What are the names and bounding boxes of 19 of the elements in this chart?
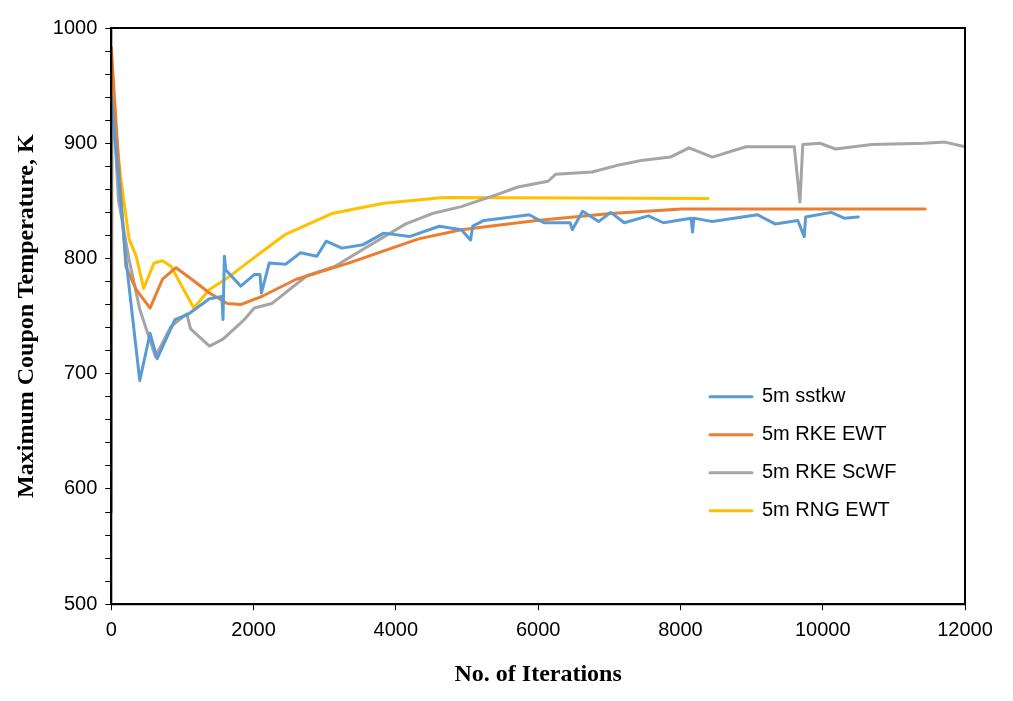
x-tick-label: 4000 bbox=[373, 617, 419, 640]
legend-label: 5m RNG EWT bbox=[762, 498, 890, 521]
x-tick-label: 10000 bbox=[794, 617, 851, 640]
y-tick-label: 1000 bbox=[52, 15, 98, 38]
legend-label: 5m RKE EWT bbox=[762, 422, 887, 445]
y-tick-label: 700 bbox=[63, 361, 98, 384]
x-tick-label: 2000 bbox=[231, 617, 276, 640]
legend-label: 5m sstkw bbox=[762, 384, 846, 407]
x-tick-label: 12000 bbox=[937, 617, 993, 640]
x-tick-label: 0 bbox=[105, 617, 117, 640]
x-tick-label: 6000 bbox=[515, 617, 561, 640]
x-tick-label: 8000 bbox=[658, 617, 703, 640]
y-tick-label: 500 bbox=[63, 591, 98, 614]
y-tick-label: 900 bbox=[63, 130, 98, 153]
legend-label: 5m RKE ScWF bbox=[762, 460, 897, 483]
y-axis-title: Maximum Coupon Temperature, K bbox=[11, 133, 38, 498]
y-tick-label: 800 bbox=[63, 246, 98, 268]
x-axis-title: No. of Iterations bbox=[454, 659, 622, 686]
y-tick-label: 600 bbox=[63, 476, 98, 499]
